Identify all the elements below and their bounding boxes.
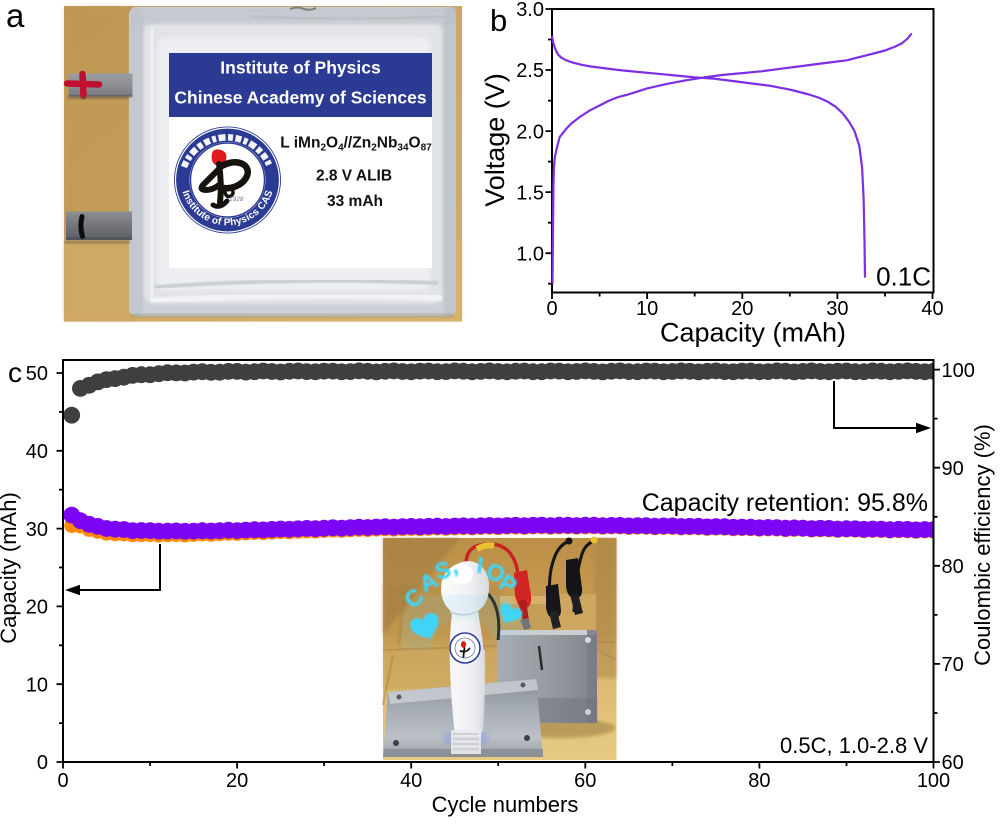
svg-text:80: 80 (748, 770, 770, 792)
svg-text:3.0: 3.0 (516, 0, 544, 21)
svg-text:b: b (490, 3, 507, 38)
svg-text:2.5: 2.5 (516, 60, 544, 82)
svg-text:70: 70 (942, 654, 964, 676)
svg-text:Capacity retention: 95.8%: Capacity retention: 95.8% (642, 489, 928, 517)
svg-text:Cycle numbers: Cycle numbers (432, 792, 579, 817)
svg-text:2.8 V ALIB: 2.8 V ALIB (316, 168, 392, 185)
svg-text:40: 40 (921, 298, 943, 320)
svg-text:100: 100 (917, 770, 950, 792)
svg-text:30: 30 (26, 519, 48, 541)
svg-text:I: I (475, 552, 485, 579)
svg-text:20: 20 (226, 770, 248, 792)
svg-text:Chinese Academy of Sciences: Chinese Academy of Sciences (174, 88, 427, 108)
svg-text:40: 40 (26, 441, 48, 463)
svg-text:0: 0 (57, 770, 68, 792)
svg-text:1.0: 1.0 (516, 243, 544, 265)
svg-text:90: 90 (942, 458, 964, 480)
svg-text:50: 50 (26, 363, 48, 385)
svg-text:60: 60 (574, 770, 596, 792)
svg-text:I: I (475, 552, 485, 579)
svg-text:80: 80 (942, 556, 964, 578)
svg-text:40: 40 (400, 770, 422, 792)
svg-text:60: 60 (942, 752, 964, 774)
svg-text:Capacity (mAh): Capacity (mAh) (660, 318, 846, 348)
svg-text:10: 10 (26, 674, 48, 696)
svg-text:30: 30 (826, 298, 848, 320)
svg-text:0.1C: 0.1C (876, 262, 931, 292)
svg-text:10: 10 (636, 298, 658, 320)
svg-text:0: 0 (546, 298, 557, 320)
svg-text:Capacity (mAh): Capacity (mAh) (0, 492, 21, 644)
svg-text:S: S (432, 556, 454, 585)
svg-text:100: 100 (942, 360, 975, 382)
svg-text:1928: 1928 (229, 196, 244, 203)
svg-text:33 mAh: 33 mAh (327, 193, 383, 210)
svg-text:20: 20 (731, 298, 753, 320)
svg-text:2.0: 2.0 (516, 121, 544, 143)
svg-text:0.5C, 1.0-2.8 V: 0.5C, 1.0-2.8 V (780, 733, 928, 758)
svg-text:,: , (450, 552, 460, 579)
svg-text:1.5: 1.5 (516, 182, 544, 204)
svg-text:,: , (450, 552, 460, 579)
svg-text:Institute of Physics: Institute of Physics (220, 58, 381, 78)
svg-text:20: 20 (26, 597, 48, 619)
svg-text:a: a (6, 0, 25, 34)
svg-text:Coulombic efficiency (%): Coulombic efficiency (%) (970, 424, 995, 666)
svg-text:c: c (8, 357, 22, 388)
svg-text:S: S (432, 556, 454, 585)
svg-text:Voltage (V): Voltage (V) (480, 73, 510, 207)
svg-text:0: 0 (37, 752, 48, 774)
svg-text:L iMn2O4//Zn2Nb34O87: L iMn2O4//Zn2Nb34O87 (280, 135, 432, 154)
